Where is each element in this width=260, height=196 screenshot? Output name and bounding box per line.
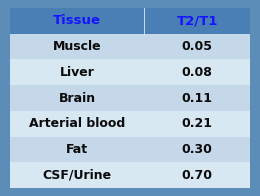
Bar: [144, 111, 250, 137]
Text: Tissue: Tissue: [53, 14, 101, 27]
Bar: [10, 8, 144, 34]
Bar: [144, 34, 250, 59]
Bar: [144, 137, 250, 162]
Bar: [144, 59, 250, 85]
Bar: [10, 162, 144, 188]
Text: Fat: Fat: [66, 143, 88, 156]
Bar: [10, 34, 144, 59]
Text: CSF/Urine: CSF/Urine: [43, 169, 112, 182]
Text: T2/T1: T2/T1: [177, 14, 218, 27]
Bar: [144, 85, 250, 111]
Bar: [10, 85, 144, 111]
Bar: [144, 8, 250, 34]
Text: 0.30: 0.30: [182, 143, 213, 156]
Bar: [144, 162, 250, 188]
Text: 0.08: 0.08: [182, 66, 213, 79]
Text: Muscle: Muscle: [53, 40, 101, 53]
Bar: [10, 111, 144, 137]
Text: 0.70: 0.70: [182, 169, 213, 182]
Text: Arterial blood: Arterial blood: [29, 117, 125, 130]
Text: Brain: Brain: [59, 92, 96, 104]
Bar: [10, 59, 144, 85]
Text: 0.05: 0.05: [182, 40, 213, 53]
Bar: [10, 137, 144, 162]
Text: 0.11: 0.11: [182, 92, 213, 104]
Text: Liver: Liver: [60, 66, 95, 79]
Text: 0.21: 0.21: [182, 117, 213, 130]
